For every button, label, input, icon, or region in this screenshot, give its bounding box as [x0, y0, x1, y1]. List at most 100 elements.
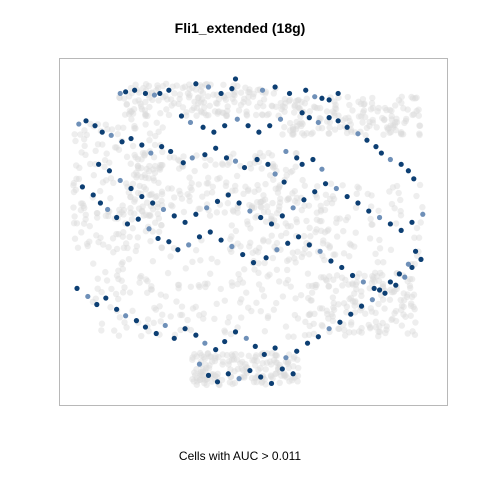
cell-point: [267, 123, 273, 129]
cell-point: [418, 256, 424, 262]
background-cell: [259, 111, 266, 119]
background-cell: [135, 205, 143, 212]
background-cell: [308, 297, 315, 304]
background-cell: [105, 243, 112, 251]
background-cell: [317, 227, 325, 235]
background-cell: [119, 233, 126, 240]
background-cell: [120, 244, 128, 252]
background-cell: [154, 82, 161, 89]
background-cell: [227, 236, 234, 243]
background-cell: [191, 372, 199, 379]
background-cell: [311, 310, 318, 318]
background-cell: [351, 302, 358, 309]
background-cell: [133, 169, 140, 176]
background-cell: [163, 106, 170, 113]
background-cell: [228, 279, 235, 286]
background-cell: [294, 248, 301, 255]
background-cell: [279, 293, 287, 300]
cell-point: [371, 285, 377, 291]
cell-point: [272, 345, 278, 351]
background-cell: [201, 109, 208, 117]
background-cell: [273, 359, 281, 367]
background-cell: [346, 101, 353, 109]
cell-point: [378, 150, 384, 156]
background-cell: [189, 305, 197, 312]
cell-point: [355, 131, 361, 137]
background-cell: [404, 106, 411, 113]
background-cell: [193, 374, 201, 382]
background-cell: [397, 296, 404, 304]
cell-point: [319, 95, 325, 101]
background-cell: [140, 212, 148, 219]
background-cell: [231, 368, 238, 375]
background-cell: [157, 222, 165, 229]
background-cell: [303, 130, 311, 137]
background-cell: [186, 193, 193, 200]
background-cell: [99, 141, 106, 148]
background-cell: [82, 211, 89, 219]
background-cell: [358, 113, 365, 120]
background-cell: [195, 94, 202, 101]
background-cell: [194, 100, 202, 107]
background-cell: [253, 357, 261, 365]
background-cell: [150, 319, 157, 327]
background-cell: [218, 160, 226, 167]
background-cell: [314, 183, 321, 190]
background-cell: [200, 99, 208, 106]
background-cell: [346, 240, 353, 247]
background-cell: [215, 95, 223, 103]
background-cell: [308, 282, 316, 290]
background-cell: [372, 324, 380, 331]
background-cell: [205, 180, 212, 187]
cell-point: [387, 156, 393, 163]
cell-point: [247, 208, 253, 214]
background-cell: [267, 373, 275, 380]
background-cell: [152, 132, 159, 140]
cell-point: [196, 361, 203, 367]
background-cell: [152, 306, 160, 313]
background-cell: [212, 352, 219, 360]
background-cell: [148, 282, 155, 290]
background-cell: [267, 172, 274, 179]
background-cell: [367, 215, 374, 223]
background-cell: [270, 356, 278, 364]
background-cell: [416, 181, 424, 189]
cell-point: [299, 110, 305, 116]
background-cell: [277, 99, 284, 107]
background-cell: [223, 112, 231, 120]
background-cell: [283, 229, 290, 237]
background-cell: [209, 358, 216, 365]
background-cell: [325, 130, 332, 137]
background-cell: [145, 327, 152, 335]
background-cell: [118, 277, 125, 284]
background-cell: [170, 100, 178, 107]
background-cell: [242, 183, 249, 190]
cell-point: [103, 295, 109, 301]
cell-point: [277, 116, 284, 122]
background-cell: [146, 211, 154, 219]
background-cell: [273, 299, 280, 307]
cell-point: [85, 293, 91, 300]
background-cell: [306, 311, 313, 319]
background-cell: [83, 240, 91, 247]
background-cell: [268, 361, 275, 368]
background-cell: [204, 280, 211, 287]
background-cell: [260, 153, 267, 160]
background-cell: [240, 98, 247, 106]
background-cell: [416, 122, 424, 129]
background-cell: [381, 305, 388, 312]
cell-point: [335, 118, 341, 124]
background-cell: [227, 330, 235, 338]
background-cell: [244, 187, 252, 195]
background-cell: [228, 248, 235, 255]
background-cell: [298, 206, 306, 214]
background-cell: [316, 305, 324, 312]
background-cell: [213, 209, 221, 216]
background-cell: [175, 100, 182, 108]
background-cell: [203, 190, 211, 197]
background-cell: [131, 151, 138, 159]
background-cell: [194, 378, 201, 385]
background-cell: [115, 231, 122, 238]
background-cell: [390, 124, 397, 131]
background-cell: [284, 360, 291, 368]
